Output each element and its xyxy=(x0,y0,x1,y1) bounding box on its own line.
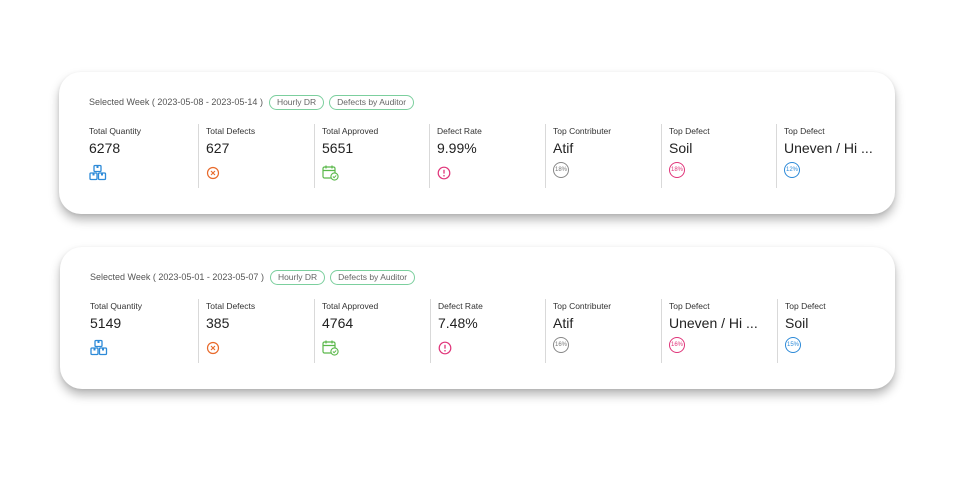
metric-total-defects: Total Defects 385 xyxy=(198,299,314,363)
metrics-row: Total Quantity 6278 Total Defe xyxy=(89,124,895,188)
metric-label: Total Approved xyxy=(322,126,379,136)
metric-total-defects: Total Defects 627 xyxy=(198,124,314,188)
metric-label: Top Defect xyxy=(785,301,826,311)
metric-top-contributor: Top Contributer Atif 16% xyxy=(545,299,661,363)
percentage-badge: 18% xyxy=(669,162,685,178)
metric-top-defect-2: Top Defect Soil 15% xyxy=(777,299,895,363)
metric-top-contributor: Top Contributer Atif 18% xyxy=(545,124,661,188)
card-header: Selected Week ( 2023-05-01 - 2023-05-07 … xyxy=(90,269,420,285)
metric-label: Defect Rate xyxy=(437,126,482,136)
metric-label: Total Defects xyxy=(206,301,256,311)
metric-value: 6278 xyxy=(89,140,121,156)
metric-defect-rate: Defect Rate 9.99% xyxy=(429,124,545,188)
metric-value: Soil xyxy=(785,315,809,331)
metric-label: Top Defect xyxy=(669,126,710,136)
metric-value: Atif xyxy=(553,315,574,331)
selected-week-label: Selected Week ( 2023-05-08 - 2023-05-14 … xyxy=(89,97,263,107)
exclamation-circle-icon xyxy=(437,166,451,180)
defects-by-auditor-chip[interactable]: Defects by Auditor xyxy=(329,94,415,110)
percentage-badge: 16% xyxy=(669,337,685,353)
percentage-badge: 15% xyxy=(785,337,801,353)
metrics-row: Total Quantity 5149 Total Defe xyxy=(90,299,895,363)
hourly-dr-chip[interactable]: Hourly DR xyxy=(269,269,326,285)
metric-label: Top Defect xyxy=(669,301,710,311)
metric-label: Top Contributer xyxy=(553,301,612,311)
x-circle-icon xyxy=(206,166,220,180)
calendar-check-icon xyxy=(322,340,339,356)
metric-total-quantity: Total Quantity 5149 xyxy=(90,299,198,363)
metric-total-approved: Total Approved 5651 xyxy=(314,124,429,188)
metric-value: Uneven / Hi ... xyxy=(784,140,873,156)
metric-total-approved: Total Approved 4764 xyxy=(314,299,430,363)
week-summary-card: Selected Week ( 2023-05-08 - 2023-05-14 … xyxy=(59,72,895,214)
defects-by-auditor-chip[interactable]: Defects by Auditor xyxy=(330,269,416,285)
metric-top-defect-1: Top Defect Soil 18% xyxy=(661,124,776,188)
metric-label: Top Defect xyxy=(784,126,825,136)
metric-value: 385 xyxy=(206,315,230,331)
week-summary-card: Selected Week ( 2023-05-01 - 2023-05-07 … xyxy=(60,247,895,389)
percentage-badge: 16% xyxy=(553,337,569,353)
metric-value: 7.48% xyxy=(438,315,478,331)
metric-value: 9.99% xyxy=(437,140,477,156)
percentage-badge: 18% xyxy=(553,162,569,178)
boxes-icon xyxy=(90,339,108,356)
metric-label: Total Defects xyxy=(206,126,256,136)
metric-total-quantity: Total Quantity 6278 xyxy=(89,124,198,188)
percentage-badge: 12% xyxy=(784,162,800,178)
metric-value: Soil xyxy=(669,140,693,156)
metric-value: 4764 xyxy=(322,315,354,331)
metric-top-defect-1: Top Defect Uneven / Hi ... 16% xyxy=(661,299,777,363)
calendar-check-icon xyxy=(322,165,339,181)
metric-top-defect-2: Top Defect Uneven / Hi ... 12% xyxy=(776,124,895,188)
metric-value: 627 xyxy=(206,140,230,156)
selected-week-label: Selected Week ( 2023-05-01 - 2023-05-07 … xyxy=(90,272,264,282)
x-circle-icon xyxy=(206,341,220,355)
metric-label: Total Quantity xyxy=(90,301,142,311)
metric-label: Top Contributer xyxy=(553,126,612,136)
boxes-icon xyxy=(89,164,107,181)
metric-value: Atif xyxy=(553,140,574,156)
metric-label: Total Approved xyxy=(322,301,379,311)
hourly-dr-chip[interactable]: Hourly DR xyxy=(268,94,325,110)
metric-value: Uneven / Hi ... xyxy=(669,315,758,331)
metric-label: Total Quantity xyxy=(89,126,141,136)
exclamation-circle-icon xyxy=(438,341,452,355)
metric-value: 5149 xyxy=(90,315,122,331)
metric-defect-rate: Defect Rate 7.48% xyxy=(430,299,545,363)
metric-value: 5651 xyxy=(322,140,354,156)
card-header: Selected Week ( 2023-05-08 - 2023-05-14 … xyxy=(89,94,419,110)
metric-label: Defect Rate xyxy=(438,301,483,311)
